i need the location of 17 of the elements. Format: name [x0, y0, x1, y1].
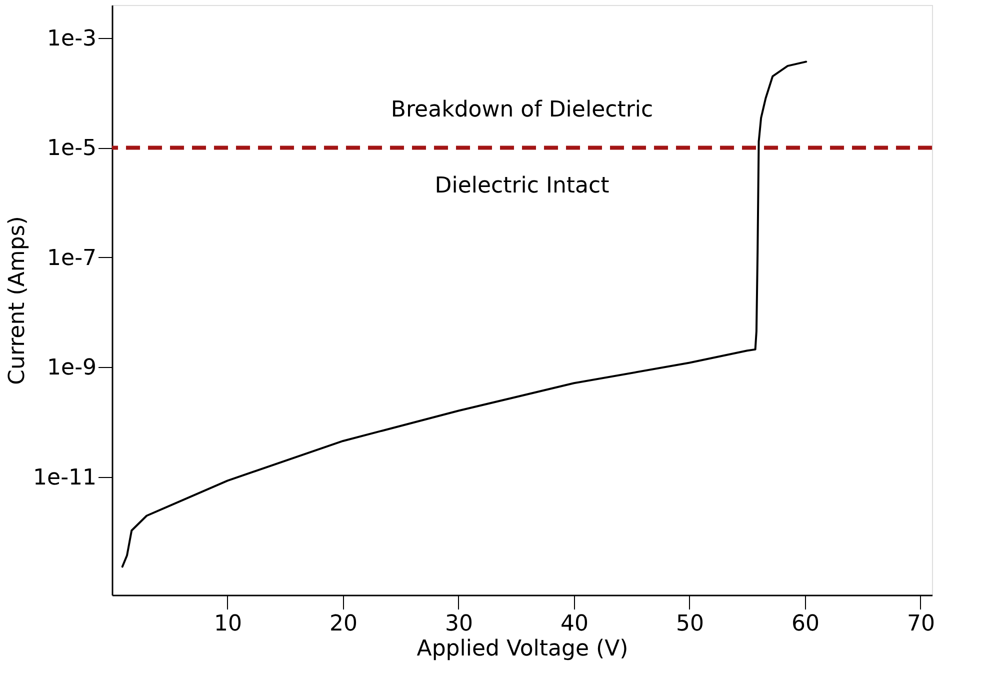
- y-tick-label: 1e-3: [47, 26, 96, 52]
- x-tick-label: 50: [676, 612, 704, 636]
- line-series: [121, 60, 808, 568]
- x-axis-title: Applied Voltage (V): [416, 636, 628, 662]
- x-tick-label: 40: [560, 612, 588, 636]
- x-tick-label: 30: [444, 612, 473, 636]
- y-tick-label: 1e-9: [47, 356, 96, 381]
- y-tick-label: 1e-5: [47, 136, 96, 162]
- y-tick-label: 1e-7: [47, 246, 96, 271]
- x-tick-label: 20: [329, 612, 358, 636]
- x-tick-label: 60: [791, 612, 820, 636]
- y-axis-title: Current (Amps): [5, 216, 30, 385]
- annotation: Dielectric Intact: [434, 174, 610, 199]
- y-tick-label: 1e-11: [33, 465, 96, 490]
- x-tick-label: 10: [214, 612, 242, 636]
- x-tick-label: 70: [906, 612, 935, 636]
- annotation: Breakdown of Dielectric: [390, 98, 654, 123]
